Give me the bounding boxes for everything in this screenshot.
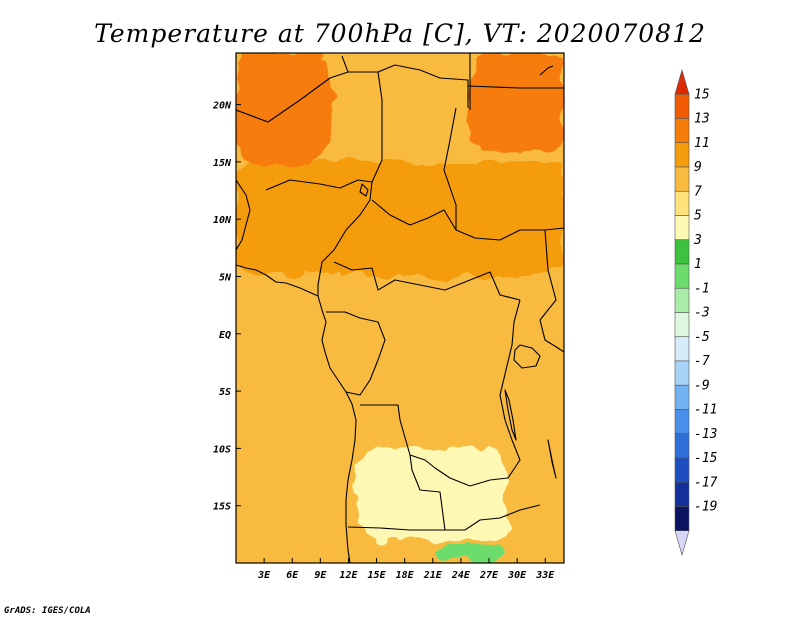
lake-victoria bbox=[513, 344, 541, 369]
field-region-angola-zambia bbox=[357, 448, 508, 541]
x-tick-label: 33E bbox=[535, 570, 555, 581]
border-kenya-uganda bbox=[539, 319, 564, 353]
border-chad-car bbox=[371, 199, 457, 231]
colorbar-label: -5 bbox=[694, 330, 710, 345]
field-region-northeast-hot bbox=[470, 53, 564, 151]
colorbar-label: -19 bbox=[694, 500, 717, 515]
colorbar-swatch bbox=[674, 530, 690, 557]
y-tick-label: 10S bbox=[213, 444, 231, 455]
colorbar-swatch bbox=[674, 360, 690, 386]
border-libya-chad bbox=[377, 64, 469, 108]
y-tick-label: 5S bbox=[219, 387, 231, 398]
colorbar-swatch bbox=[674, 336, 690, 362]
colorbar-swatch bbox=[674, 142, 690, 168]
border-zambia-south bbox=[464, 504, 541, 531]
colorbar-swatch bbox=[674, 312, 690, 338]
coastline-senegal bbox=[236, 179, 251, 251]
x-tick-label: 3E bbox=[257, 570, 271, 581]
colorbar-swatch bbox=[674, 481, 690, 507]
colorbar-label: -15 bbox=[694, 451, 718, 466]
border-nigeria-cameroon bbox=[317, 181, 373, 296]
colorbar-swatch bbox=[674, 68, 690, 95]
y-tick-label: 10N bbox=[213, 215, 232, 226]
colorbar-label: 15 bbox=[694, 87, 710, 102]
colorbar-swatch bbox=[674, 166, 690, 192]
map-frame bbox=[235, 52, 565, 564]
border-egypt-sudan bbox=[467, 85, 564, 89]
field-region-northwest-hot bbox=[236, 53, 330, 162]
colorbar-swatch bbox=[674, 215, 690, 241]
y-tick-label: EQ bbox=[219, 330, 231, 341]
border-niger-south bbox=[265, 179, 373, 191]
country-borders bbox=[236, 53, 564, 563]
x-tick-label: 12E bbox=[339, 570, 358, 581]
x-tick-label: 15E bbox=[368, 570, 387, 581]
colorbar-swatch bbox=[674, 287, 690, 313]
border-car-south bbox=[333, 261, 521, 301]
colorbar-swatch bbox=[674, 384, 690, 410]
y-axis: 20N 15N 10N 5N EQ 5S 10S 15S bbox=[212, 101, 241, 513]
field-region-sahel-belt bbox=[236, 161, 564, 277]
coast-red-sea bbox=[539, 65, 554, 76]
lake-chad bbox=[359, 183, 369, 197]
x-tick-label: 6E bbox=[286, 570, 299, 581]
x-tick-label: 9E bbox=[314, 570, 327, 581]
chart-title: Temperature at 700hPa [C], VT: 202007081… bbox=[94, 19, 706, 48]
border-niger-chad bbox=[341, 55, 349, 73]
x-tick-label: 21E bbox=[423, 570, 443, 581]
field-regions bbox=[236, 53, 564, 563]
x-tick-label: 18E bbox=[396, 570, 415, 581]
colorbar-swatch bbox=[674, 118, 690, 144]
colorbar: 15 13 11 9 7 5 3 1 -1 -3 -5 -7 -9 -11 -13 -15 -17 -19 bbox=[674, 68, 718, 557]
colorbar-label: 7 bbox=[694, 184, 702, 199]
x-axis: 3E 6E 9E 12E 15E 18E 21E 24E 27E 30E 33E bbox=[257, 558, 555, 581]
colorbar-label: 11 bbox=[694, 136, 710, 151]
border-chad-sudan bbox=[443, 107, 457, 230]
colorbar-label: 1 bbox=[694, 257, 702, 272]
field-region-southern-green bbox=[432, 545, 508, 563]
colorbar-label: 3 bbox=[693, 233, 702, 248]
colorbar-label: 13 bbox=[694, 112, 710, 127]
temperature-field bbox=[236, 53, 564, 563]
colorbar-label: 9 bbox=[694, 160, 702, 175]
colorbar-label: -9 bbox=[694, 378, 710, 393]
border-congo bbox=[326, 311, 386, 396]
colorbar-label: -11 bbox=[694, 403, 717, 418]
y-tick-label: 20N bbox=[212, 101, 232, 112]
x-tick-label: 24E bbox=[451, 570, 471, 581]
grads-credit: GrADS: IGES/COLA bbox=[4, 606, 91, 616]
colorbar-swatch bbox=[674, 93, 690, 119]
colorbar-label: -13 bbox=[694, 427, 717, 442]
colorbar-swatch bbox=[674, 239, 690, 265]
border-sudan-ssudan bbox=[455, 227, 564, 241]
colorbar-swatch bbox=[674, 263, 690, 289]
map-area bbox=[236, 53, 564, 563]
colorbar-swatch bbox=[674, 409, 690, 435]
colorbar-swatch bbox=[674, 457, 690, 483]
x-tick-label: 30E bbox=[507, 570, 527, 581]
colorbar-label: 5 bbox=[694, 209, 702, 224]
colorbar-label: -17 bbox=[694, 475, 718, 490]
x-tick-label: 27E bbox=[479, 570, 499, 581]
y-tick-label: 15N bbox=[213, 158, 232, 169]
colorbar-label: -7 bbox=[694, 354, 710, 369]
field-region-congo-basin bbox=[348, 276, 518, 426]
y-tick-label: 15S bbox=[213, 502, 231, 513]
colorbar-swatch bbox=[674, 506, 690, 532]
colorbar-label: -3 bbox=[694, 306, 710, 321]
colorbar-swatch bbox=[674, 433, 690, 459]
border-angola-zambia bbox=[409, 454, 465, 531]
lake-malawi bbox=[547, 439, 557, 479]
border-angola-namibia bbox=[347, 526, 445, 531]
border-drc-east bbox=[360, 299, 521, 487]
colorbar-label: -1 bbox=[694, 281, 710, 296]
lake-tanganyika bbox=[504, 389, 517, 441]
coastline-west bbox=[236, 264, 357, 563]
y-tick-label: 5N bbox=[219, 272, 232, 283]
field-region-gulf-of-guinea bbox=[236, 276, 340, 449]
border-ethiopia bbox=[539, 229, 557, 321]
colorbar-swatch bbox=[674, 190, 690, 216]
